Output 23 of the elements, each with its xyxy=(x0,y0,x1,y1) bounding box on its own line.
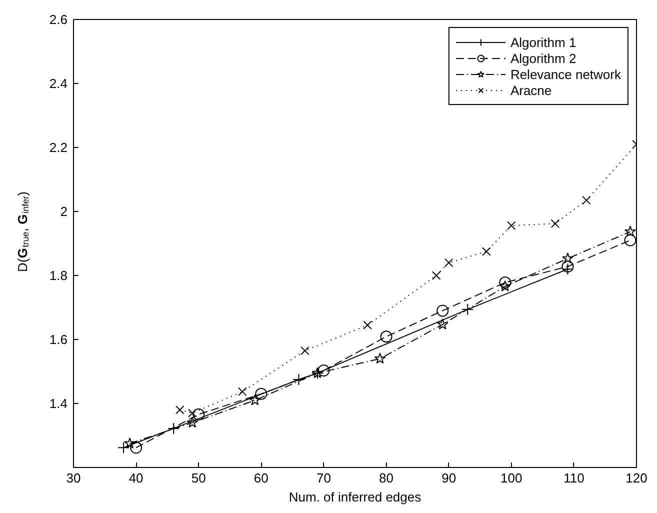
y-tick-label: 2.2 xyxy=(49,140,68,155)
legend-label: Aracne xyxy=(510,82,552,98)
x-tick-label: 80 xyxy=(379,470,394,486)
legend-label: Relevance network xyxy=(510,66,621,82)
y-tick-label: 1.6 xyxy=(49,332,68,347)
y-tick-label: 1.4 xyxy=(49,396,68,411)
x-axis-title: Num. of inferred edges xyxy=(288,490,422,504)
x-tick-label: 120 xyxy=(626,470,648,486)
x-tick-label: 50 xyxy=(191,470,206,486)
y-tick-label: 1.8 xyxy=(49,268,68,283)
y-tick-label: 2.4 xyxy=(49,76,68,91)
x-tick-label: 30 xyxy=(66,470,81,486)
legend-label: Algorithm 2 xyxy=(510,50,576,66)
x-tick-label: 100 xyxy=(500,470,522,486)
x-tick-label: 40 xyxy=(128,470,144,486)
x-tick-label: 70 xyxy=(316,470,331,486)
y-axis-title: D(Gtrue, Ginfer) xyxy=(15,191,30,272)
legend-label: Algorithm 1 xyxy=(510,34,576,50)
x-tick-label: 90 xyxy=(442,470,456,486)
y-tick-label: 2.6 xyxy=(49,12,68,27)
y-tick-label: 2 xyxy=(60,204,68,219)
x-tick-label: 60 xyxy=(254,470,268,486)
x-tick-label: 110 xyxy=(564,470,584,486)
